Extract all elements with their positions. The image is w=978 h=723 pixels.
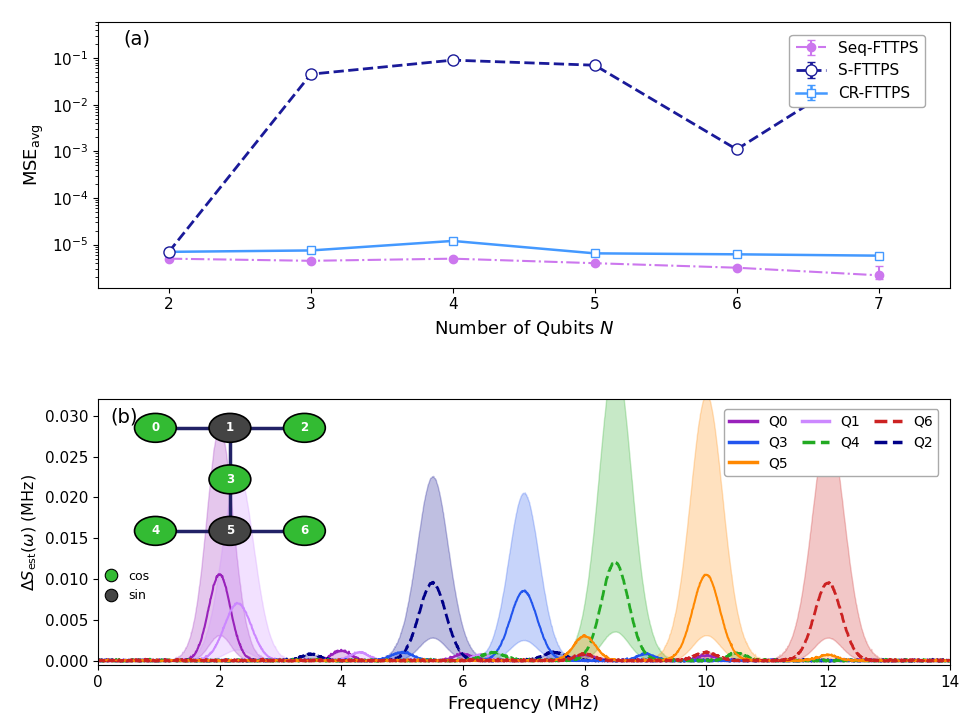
- Y-axis label: $\Delta S_{\mathrm{est}}(\omega)$ (MHz): $\Delta S_{\mathrm{est}}(\omega)$ (MHz): [21, 474, 39, 591]
- Legend: Q0, Q3, Q5, Q1, Q4, Q6, Q2: Q0, Q3, Q5, Q1, Q4, Q6, Q2: [723, 409, 938, 476]
- X-axis label: Frequency (MHz): Frequency (MHz): [448, 696, 599, 714]
- Text: (b): (b): [111, 407, 138, 427]
- Legend: Seq-FTTPS, S-FTTPS, CR-FTTPS: Seq-FTTPS, S-FTTPS, CR-FTTPS: [788, 35, 924, 107]
- Y-axis label: MSE$_{\mathrm{avg}}$: MSE$_{\mathrm{avg}}$: [22, 124, 46, 186]
- X-axis label: Number of Qubits $N$: Number of Qubits $N$: [433, 318, 613, 338]
- Text: (a): (a): [123, 30, 151, 48]
